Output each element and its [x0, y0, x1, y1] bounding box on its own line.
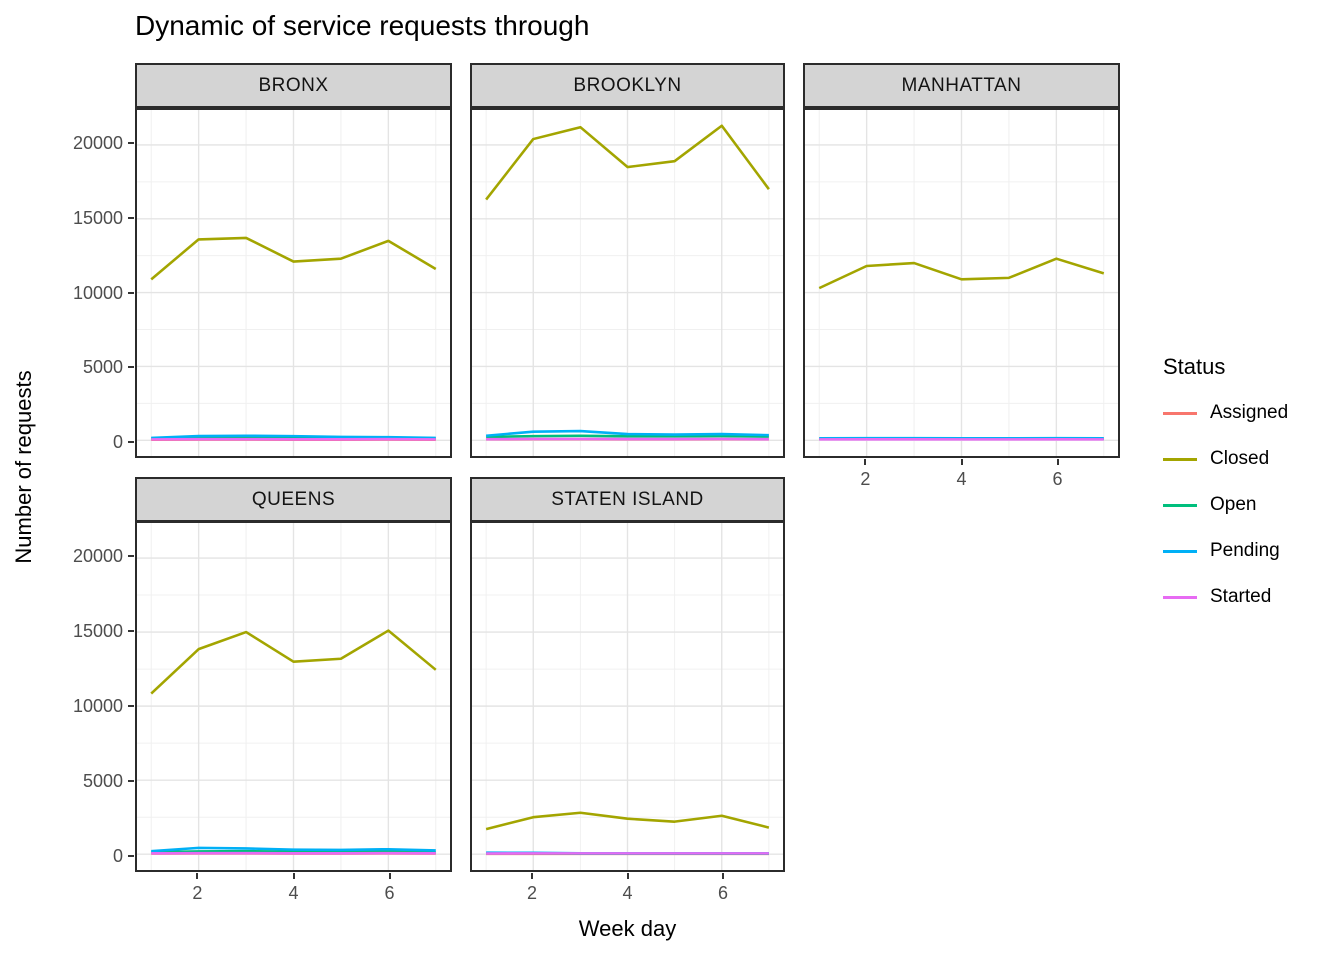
chart-title: Dynamic of service requests through — [135, 10, 590, 41]
series-line-closed — [485, 811, 770, 831]
facet-canvas — [472, 523, 783, 870]
series-line-closed — [150, 236, 437, 281]
y-tick-label: 10000 — [72, 282, 123, 303]
y-tick-mark — [128, 855, 134, 858]
facet-canvas — [137, 523, 450, 870]
legend: Status Assigned Closed Open Pending Started — [1163, 354, 1333, 620]
x-tick-label: 6 — [384, 883, 395, 903]
legend-label: Closed — [1210, 448, 1270, 469]
legend-title: Status — [1163, 354, 1226, 379]
series-line-closed — [818, 257, 1105, 290]
y-tick-label: 10000 — [72, 696, 123, 717]
y-tick-mark — [128, 366, 134, 369]
x-tick-mark — [626, 873, 629, 879]
x-tick-mark — [721, 873, 724, 879]
y-tick-label: 5000 — [82, 771, 123, 792]
facet-strip-manhattan: MANHATTAN — [803, 63, 1120, 108]
legend-entry-started: Started — [1163, 574, 1333, 620]
y-tick-mark — [128, 780, 134, 783]
facet-canvas — [137, 110, 450, 456]
y-tick-label: 0 — [112, 846, 123, 867]
x-tick-label: 6 — [1052, 469, 1063, 489]
y-tick-label: 20000 — [72, 546, 123, 567]
y-axis-title: Number of requests — [11, 370, 36, 564]
x-tick-label: 2 — [527, 883, 538, 903]
facet-canvas — [805, 110, 1118, 456]
legend-entries: Assigned Closed Open Pending Started — [1163, 390, 1333, 620]
x-tick-mark — [531, 873, 534, 879]
y-tick-label: 5000 — [82, 357, 123, 378]
series-line-pending — [486, 429, 769, 438]
facet-panel-manhattan — [803, 108, 1120, 458]
y-tick-label: 15000 — [72, 621, 123, 642]
x-tick-mark — [864, 459, 867, 465]
x-tick-label: 4 — [622, 883, 633, 903]
legend-key-line-closed — [1163, 457, 1197, 461]
legend-entry-assigned: Assigned — [1163, 390, 1333, 436]
x-tick-mark — [1056, 459, 1059, 465]
series-line-closed — [150, 629, 437, 695]
y-tick-mark — [128, 441, 134, 444]
legend-label: Open — [1210, 494, 1257, 515]
facet-panel-brooklyn — [470, 108, 785, 458]
series-line-pending — [151, 434, 436, 440]
series-line-closed — [485, 124, 770, 201]
x-tick-mark — [292, 873, 295, 879]
legend-entry-closed: Closed — [1163, 436, 1333, 482]
legend-key-line-pending — [1163, 549, 1197, 553]
x-axis-title: Week day — [578, 916, 677, 941]
facet-strip-staten-island: STATEN ISLAND — [470, 477, 785, 522]
x-tick-mark — [196, 873, 199, 879]
y-tick-label: 20000 — [72, 133, 123, 154]
legend-label: Assigned — [1210, 402, 1289, 423]
y-tick-label: 15000 — [72, 208, 123, 229]
facet-strip-brooklyn: BROOKLYN — [470, 63, 785, 108]
x-tick-label: 2 — [860, 469, 871, 489]
facet-panel-bronx — [135, 108, 452, 458]
legend-label: Pending — [1210, 540, 1280, 561]
legend-label: Started — [1210, 586, 1272, 607]
facet-panel-queens — [135, 521, 452, 872]
y-tick-label: 0 — [112, 432, 123, 453]
series-line-pending — [151, 846, 436, 853]
x-tick-label: 4 — [956, 469, 967, 489]
y-tick-mark — [128, 630, 134, 633]
y-tick-mark — [128, 217, 134, 220]
series-line-open — [486, 434, 769, 439]
x-tick-label: 4 — [288, 883, 299, 903]
x-tick-label: 2 — [192, 883, 203, 903]
series-line-open — [151, 849, 436, 854]
x-tick-mark — [388, 873, 391, 879]
legend-entry-pending: Pending — [1163, 528, 1333, 574]
legend-key-line-started — [1163, 595, 1197, 599]
legend-key-line-open — [1163, 503, 1197, 507]
x-tick-label: 6 — [717, 883, 728, 903]
y-tick-mark — [128, 291, 134, 294]
legend-entry-open: Open — [1163, 482, 1333, 528]
y-tick-mark — [128, 705, 134, 708]
y-tick-mark — [128, 142, 134, 145]
facet-canvas — [472, 110, 783, 456]
facet-panel-staten-island — [470, 521, 785, 872]
facet-strip-bronx: BRONX — [135, 63, 452, 108]
x-tick-mark — [960, 459, 963, 465]
facet-strip-queens: QUEENS — [135, 477, 452, 522]
legend-key-line-assigned — [1163, 411, 1197, 415]
y-tick-mark — [128, 555, 134, 558]
